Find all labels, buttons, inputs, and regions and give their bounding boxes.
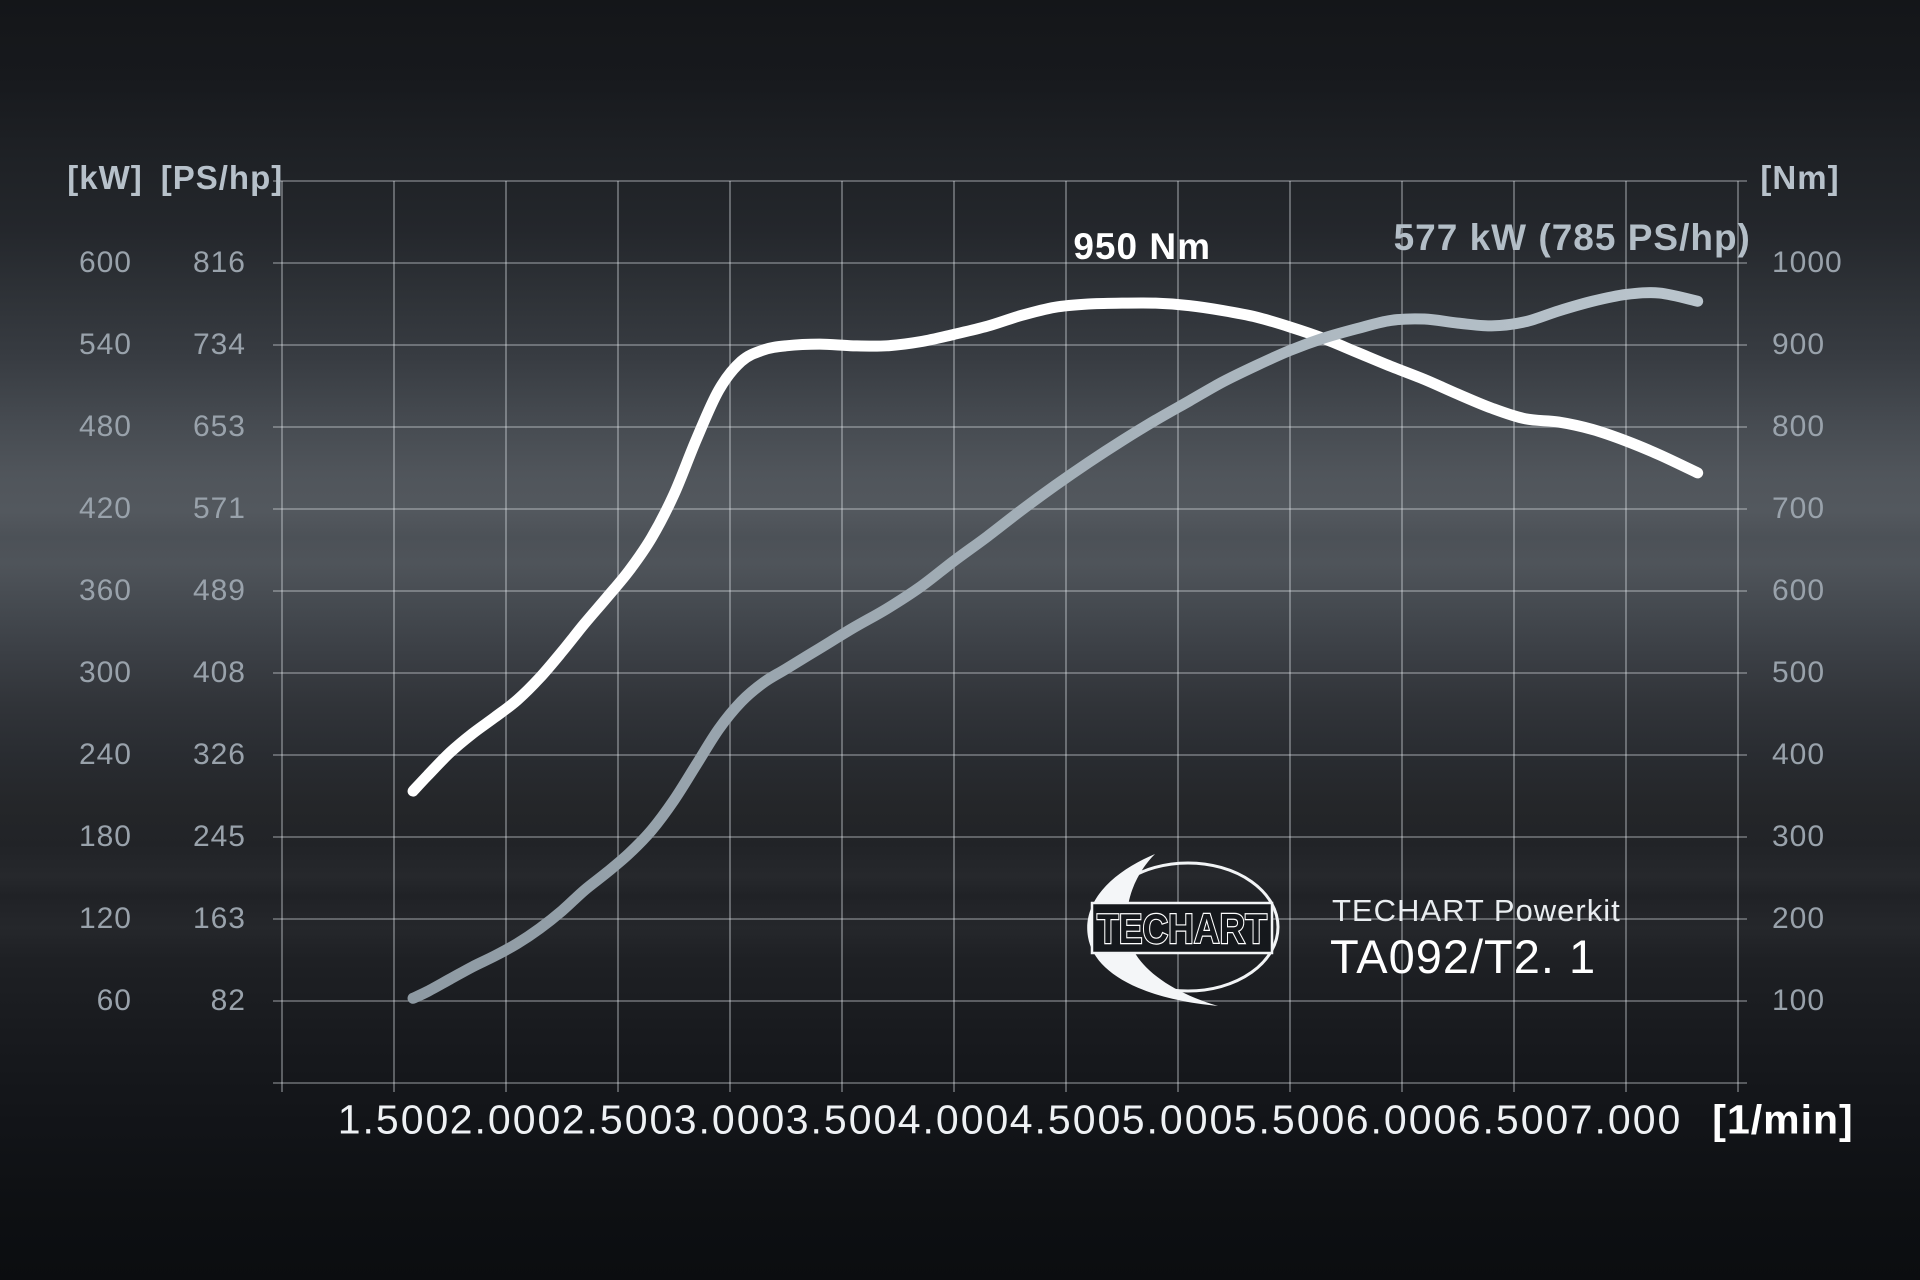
y-tick-nm: 500 (1772, 656, 1826, 689)
left-axis-header-kw: [kW] (67, 159, 143, 196)
x-tick-rpm: 2.000 (449, 1096, 563, 1143)
y-tick-kw: 240 (78, 738, 132, 771)
right-axis-header-nm: [Nm] (1760, 159, 1840, 196)
y-tick-kw: 120 (78, 902, 132, 935)
logo-wordmark: TECHART (1097, 905, 1267, 952)
brand-product-line: TECHART Powerkit (1332, 893, 1621, 928)
x-tick-rpm: 3.000 (673, 1096, 787, 1143)
x-tick-rpm: 3.500 (785, 1096, 899, 1143)
y-tick-nm: 900 (1772, 328, 1826, 361)
x-tick-rpm: 7.000 (1569, 1096, 1683, 1143)
y-tick-pshp: 408 (192, 656, 246, 689)
power-peak-label: 577 kW (785 PS/hp) (1393, 217, 1751, 259)
y-tick-nm: 200 (1772, 902, 1826, 935)
x-tick-rpm: 6.500 (1457, 1096, 1571, 1143)
y-tick-pshp: 489 (192, 574, 246, 607)
y-tick-kw: 300 (78, 656, 132, 689)
y-tick-nm: 600 (1772, 574, 1826, 607)
y-tick-pshp: 571 (192, 492, 246, 525)
y-tick-kw: 600 (78, 246, 132, 279)
x-axis-unit-label: [1/min] (1712, 1096, 1854, 1143)
x-tick-rpm: 4.000 (897, 1096, 1011, 1143)
y-tick-nm: 1000 (1772, 246, 1843, 279)
torque-curve (407, 297, 1704, 797)
x-tick-rpm: 4.500 (1009, 1096, 1123, 1143)
y-tick-kw: 360 (78, 574, 132, 607)
branding-block: TECHART TECHART Powerkit TA092/T2. 1 (1076, 845, 1636, 1015)
y-tick-pshp: 734 (192, 328, 246, 361)
y-tick-nm: 800 (1772, 410, 1826, 443)
y-tick-kw: 480 (78, 410, 132, 443)
y-tick-nm: 100 (1772, 984, 1826, 1017)
x-tick-rpm: 5.500 (1233, 1096, 1347, 1143)
y-tick-pshp: 163 (192, 902, 246, 935)
y-tick-nm: 400 (1772, 738, 1826, 771)
left-axis-header-pshp: [PS/hp] (160, 159, 284, 196)
torque-peak-label: 950 Nm (1073, 225, 1211, 267)
brand-kit-code: TA092/T2. 1 (1330, 930, 1597, 983)
y-tick-nm: 700 (1772, 492, 1826, 525)
y-tick-pshp: 326 (192, 738, 246, 771)
y-tick-kw: 540 (78, 328, 132, 361)
x-tick-rpm: 1.500 (337, 1096, 451, 1143)
logo-swoosh (1087, 854, 1218, 1006)
y-tick-kw: 420 (78, 492, 132, 525)
x-tick-rpm: 5.000 (1121, 1096, 1235, 1143)
y-tick-pshp: 653 (192, 410, 246, 443)
y-tick-pshp: 245 (192, 820, 246, 853)
y-tick-pshp: 82 (210, 984, 246, 1017)
x-tick-rpm: 6.000 (1345, 1096, 1459, 1143)
power-curve (407, 287, 1704, 1004)
y-tick-kw: 180 (78, 820, 132, 853)
techart-logo-icon: TECHART (1087, 854, 1280, 1006)
x-tick-rpm: 2.500 (561, 1096, 675, 1143)
y-tick-kw: 60 (96, 984, 132, 1017)
y-tick-nm: 300 (1772, 820, 1826, 853)
y-tick-pshp: 816 (192, 246, 246, 279)
